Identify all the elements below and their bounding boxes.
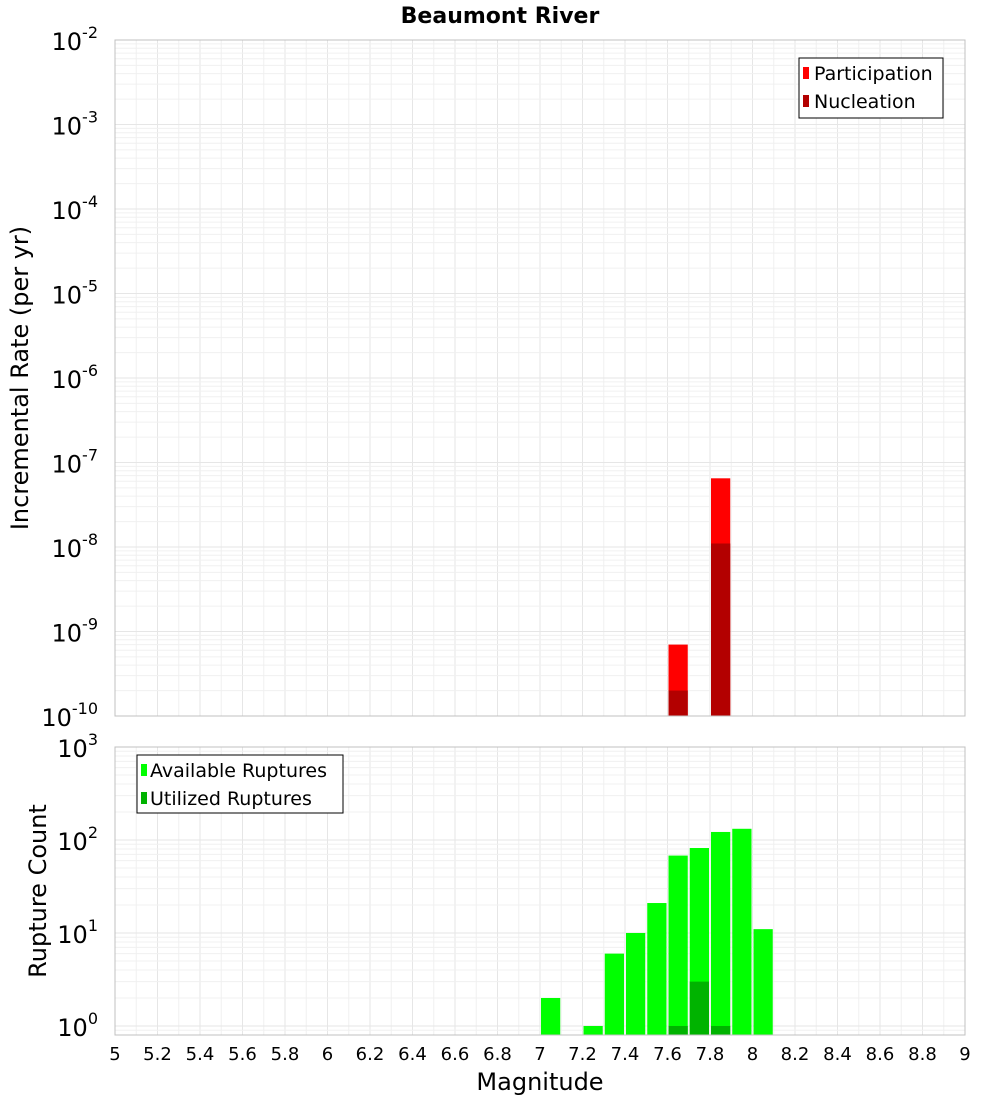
legend-label-available: Available Ruptures bbox=[150, 760, 327, 782]
top-bar-nucleation-1 bbox=[711, 543, 731, 716]
bottom-legend: Available Ruptures Utilized Ruptures bbox=[136, 754, 344, 814]
top-y-tick-4: 10-6 bbox=[52, 361, 99, 394]
x-tick-14: 7.8 bbox=[696, 1044, 725, 1065]
x-tick-17: 8.4 bbox=[823, 1044, 852, 1065]
x-tick-16: 8.2 bbox=[781, 1044, 810, 1065]
top-y-tick-labels: 10-10 10-9 10-8 10-7 10-6 10-5 10-4 10-3 10-2 bbox=[41, 23, 98, 732]
x-tick-7: 6.4 bbox=[398, 1044, 427, 1065]
x-axis-label: Magnitude bbox=[476, 1068, 603, 1096]
x-tick-5: 6 bbox=[322, 1044, 333, 1065]
x-tick-labels: 5 5.2 5.4 5.6 5.8 6 6.2 6.4 6.6 6.8 7 7.2 7.4 7.6 7.8 8… bbox=[109, 1044, 970, 1065]
legend-swatch-nucleation bbox=[803, 95, 809, 107]
bottom-y-tick-0: 100 bbox=[57, 1009, 98, 1042]
x-tick-20: 9 bbox=[959, 1044, 970, 1065]
top-bars bbox=[668, 478, 731, 716]
bottom-bar-utilized-ruptures-2 bbox=[711, 1025, 731, 1035]
top-legend: Participation Nucleation bbox=[798, 57, 944, 119]
bottom-bars bbox=[541, 828, 773, 1035]
bottom-bar-available-ruptures-9 bbox=[753, 929, 773, 1035]
bottom-bar-available-ruptures-5 bbox=[668, 855, 688, 1035]
x-tick-19: 8.8 bbox=[908, 1044, 937, 1065]
x-tick-1: 5.2 bbox=[143, 1044, 172, 1065]
legend-swatch-utilized bbox=[141, 792, 147, 804]
bottom-bar-available-ruptures-3 bbox=[626, 932, 646, 1035]
legend-label-participation: Participation bbox=[814, 63, 933, 85]
top-plot: 10-10 10-9 10-8 10-7 10-6 10-5 10-4 10-3 10-2 In… bbox=[6, 23, 966, 732]
bottom-bar-available-ruptures-4 bbox=[647, 903, 667, 1035]
top-y-tick-8: 10-2 bbox=[52, 23, 99, 56]
bottom-bar-available-ruptures-2 bbox=[604, 953, 624, 1035]
bottom-y-tick-3: 103 bbox=[57, 730, 98, 763]
bottom-bar-available-ruptures-8 bbox=[732, 828, 752, 1035]
top-y-tick-7: 10-3 bbox=[52, 108, 99, 141]
top-bar-nucleation-0 bbox=[668, 690, 688, 716]
x-tick-2: 5.4 bbox=[186, 1044, 215, 1065]
top-gridlines bbox=[114, 39, 966, 717]
bottom-y-tick-2: 102 bbox=[57, 823, 98, 856]
bottom-bar-utilized-ruptures-1 bbox=[689, 981, 709, 1035]
x-tick-4: 5.8 bbox=[271, 1044, 300, 1065]
bottom-bar-utilized-ruptures-0 bbox=[668, 1025, 688, 1035]
x-tick-8: 6.6 bbox=[441, 1044, 470, 1065]
chart-title: Beaumont River bbox=[401, 4, 600, 29]
x-tick-11: 7.2 bbox=[568, 1044, 597, 1065]
x-tick-3: 5.6 bbox=[228, 1044, 257, 1065]
x-tick-18: 8.6 bbox=[866, 1044, 895, 1065]
top-y-tick-5: 10-5 bbox=[52, 277, 99, 310]
top-y-tick-3: 10-7 bbox=[52, 446, 99, 479]
top-y-tick-1: 10-9 bbox=[52, 615, 99, 648]
bottom-plot-frame bbox=[114, 746, 966, 1036]
x-tick-12: 7.4 bbox=[611, 1044, 640, 1065]
bottom-y-tick-labels: 100 101 102 103 bbox=[57, 730, 98, 1042]
bottom-bar-available-ruptures-1 bbox=[583, 1025, 603, 1035]
legend-swatch-available bbox=[141, 764, 147, 776]
x-tick-9: 6.8 bbox=[483, 1044, 512, 1065]
x-tick-15: 8 bbox=[747, 1044, 758, 1065]
bottom-bar-available-ruptures-0 bbox=[541, 997, 561, 1035]
top-plot-frame bbox=[114, 39, 966, 717]
x-tick-0: 5 bbox=[109, 1044, 120, 1065]
bottom-y-axis-label: Rupture Count bbox=[24, 804, 52, 978]
bottom-y-tick-1: 101 bbox=[57, 916, 98, 949]
top-y-tick-0: 10-10 bbox=[41, 699, 98, 732]
top-y-tick-2: 10-8 bbox=[52, 530, 99, 563]
top-y-tick-6: 10-4 bbox=[52, 192, 99, 225]
x-tick-10: 7 bbox=[534, 1044, 545, 1065]
x-tick-13: 7.6 bbox=[653, 1044, 682, 1065]
bottom-plot: 100 101 102 103 5 5.2 5.4 5.6 5.8 6 6.2 6.4 6.6 6.8 7… bbox=[24, 730, 971, 1096]
legend-swatch-participation bbox=[803, 67, 809, 79]
x-tick-6: 6.2 bbox=[356, 1044, 385, 1065]
legend-label-utilized: Utilized Ruptures bbox=[150, 788, 312, 810]
top-y-axis-label: Incremental Rate (per yr) bbox=[6, 226, 34, 530]
top-legend-box bbox=[798, 57, 944, 119]
bottom-legend-box bbox=[136, 754, 344, 814]
legend-label-nucleation: Nucleation bbox=[814, 91, 916, 113]
bottom-bar-available-ruptures-7 bbox=[711, 831, 731, 1035]
